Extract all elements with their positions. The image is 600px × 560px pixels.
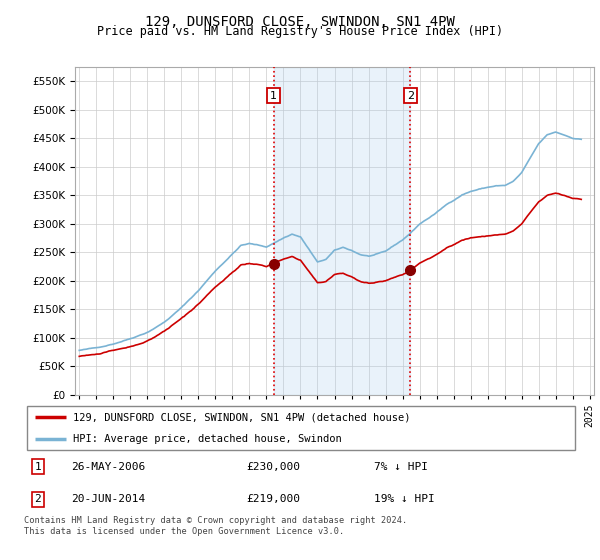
Text: Contains HM Land Registry data © Crown copyright and database right 2024.
This d: Contains HM Land Registry data © Crown c… [24,516,407,536]
Text: 26-MAY-2006: 26-MAY-2006 [71,461,145,472]
Text: 1: 1 [35,461,41,472]
Text: 7% ↓ HPI: 7% ↓ HPI [374,461,428,472]
Text: £230,000: £230,000 [246,461,300,472]
Text: HPI: Average price, detached house, Swindon: HPI: Average price, detached house, Swin… [73,435,341,444]
Text: 129, DUNSFORD CLOSE, SWINDON, SN1 4PW: 129, DUNSFORD CLOSE, SWINDON, SN1 4PW [145,15,455,29]
Text: 20-JUN-2014: 20-JUN-2014 [71,494,145,505]
FancyBboxPatch shape [27,406,575,450]
Text: Price paid vs. HM Land Registry's House Price Index (HPI): Price paid vs. HM Land Registry's House … [97,25,503,38]
Text: 19% ↓ HPI: 19% ↓ HPI [374,494,434,505]
Text: 2: 2 [407,91,414,101]
Text: 129, DUNSFORD CLOSE, SWINDON, SN1 4PW (detached house): 129, DUNSFORD CLOSE, SWINDON, SN1 4PW (d… [73,412,410,422]
Bar [274,67,410,395]
Text: £219,000: £219,000 [246,494,300,505]
Text: 2: 2 [35,494,41,505]
Text: 1: 1 [270,91,277,101]
